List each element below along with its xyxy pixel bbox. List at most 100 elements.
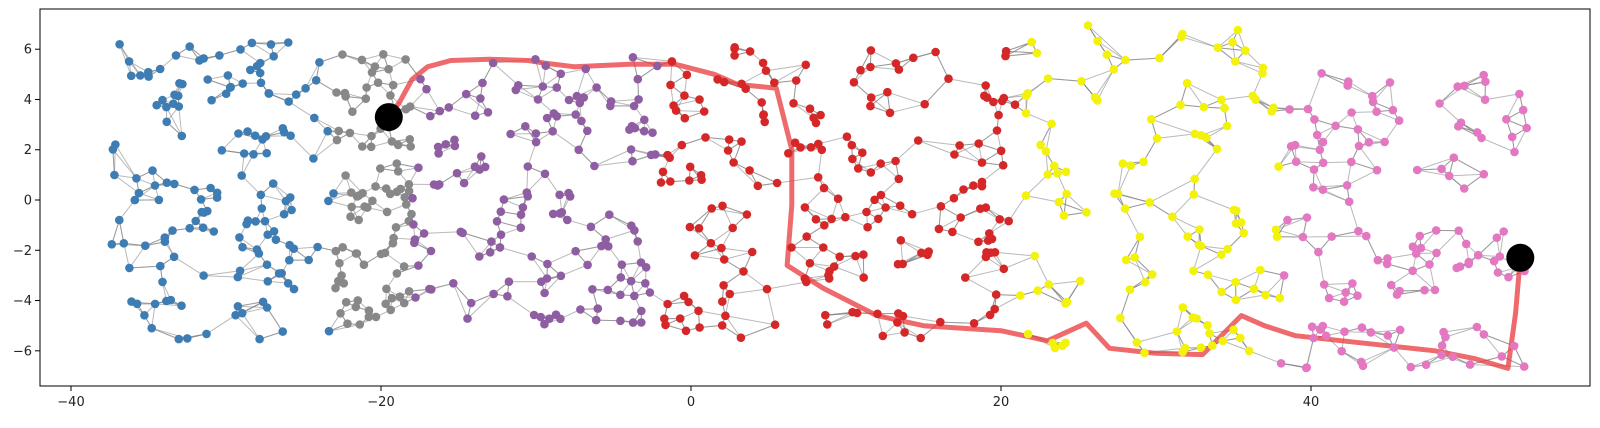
graph-node-pink	[1316, 146, 1325, 155]
graph-node-yellow	[1084, 21, 1093, 30]
graph-node-pink	[1390, 343, 1399, 352]
graph-node-yellow	[1232, 296, 1241, 305]
graph-node-red	[969, 181, 978, 190]
graph-node-purple	[460, 179, 469, 188]
graph-node-blue	[262, 149, 271, 158]
graph-node-gray	[356, 320, 365, 329]
graph-node-gray	[406, 142, 415, 151]
graph-node-red	[935, 225, 944, 234]
graph-node-blue	[195, 56, 204, 65]
graph-node-blue	[202, 330, 211, 339]
graph-node-yellow	[1219, 337, 1228, 346]
graph-node-purple	[543, 114, 552, 123]
graph-edge	[1332, 236, 1367, 237]
graph-node-pink	[1277, 359, 1286, 368]
graph-node-purple	[436, 107, 445, 116]
graph-node-red	[746, 47, 755, 56]
graph-node-pink	[1365, 138, 1374, 147]
graph-node-gray	[367, 143, 376, 152]
graph-node-pink	[1280, 271, 1289, 280]
graph-node-red	[866, 63, 875, 72]
graph-node-gray	[377, 250, 386, 259]
graph-node-red	[876, 159, 885, 168]
graph-node-red	[974, 139, 983, 148]
graph-node-purple	[605, 210, 614, 219]
graph-node-blue	[207, 96, 216, 105]
graph-node-pink	[1345, 197, 1354, 206]
graph-node-purple	[422, 85, 431, 94]
graph-node-yellow	[1208, 341, 1217, 350]
graph-node-pink	[1317, 69, 1326, 78]
graph-node-yellow	[1249, 92, 1258, 101]
graph-node-pink	[1320, 280, 1329, 289]
graph-node-blue	[136, 71, 145, 80]
graph-node-purple	[571, 247, 580, 256]
graph-node-yellow	[1189, 313, 1198, 322]
graph-node-red	[700, 107, 709, 116]
graph-node-purple	[617, 273, 626, 282]
graph-node-blue	[231, 311, 240, 320]
graph-node-blue	[178, 80, 187, 89]
graph-node-blue	[256, 69, 265, 78]
graph-node-gray	[389, 81, 398, 90]
graph-node-pink	[1465, 258, 1474, 267]
graph-node-purple	[594, 304, 603, 313]
graph-node-yellow	[1223, 122, 1232, 131]
graph-node-purple	[637, 307, 646, 316]
graph-node-red	[718, 202, 727, 211]
graph-node-blue	[190, 186, 199, 195]
graph-node-yellow	[1093, 37, 1102, 46]
graph-node-pink	[1319, 138, 1328, 147]
graph-node-purple	[411, 235, 420, 244]
graph-node-red	[1001, 52, 1010, 61]
graph-node-yellow	[1239, 229, 1248, 238]
graph-node-blue	[257, 79, 266, 88]
graph-node-blue	[141, 241, 150, 250]
graph-node-purple	[629, 53, 638, 62]
graph-node-yellow	[1148, 270, 1157, 279]
graph-node-red	[825, 267, 834, 276]
graph-node-red	[950, 194, 959, 203]
graph-node-yellow	[1220, 104, 1229, 113]
graph-node-pink	[1341, 288, 1350, 297]
graph-node-purple	[577, 117, 586, 126]
graph-node-purple	[414, 261, 423, 270]
graph-node-purple	[411, 293, 420, 302]
graph-node-blue	[218, 146, 227, 155]
graph-node-blue	[170, 252, 179, 261]
graph-node-red	[897, 236, 906, 245]
graph-node-blue	[125, 57, 134, 66]
graph-node-red	[806, 259, 815, 268]
graph-node-red	[686, 223, 695, 232]
graph-node-red	[827, 215, 836, 224]
graph-node-blue	[115, 40, 124, 49]
graph-node-gray	[335, 259, 344, 268]
graph-node-blue	[285, 241, 294, 250]
graph-node-red	[730, 51, 739, 60]
graph-node-red	[1000, 265, 1009, 274]
graph-node-red	[870, 196, 879, 205]
graph-node-red	[955, 141, 964, 150]
graph-node-yellow	[1237, 218, 1246, 227]
graph-node-pink	[1343, 181, 1352, 190]
graph-node-gray	[332, 247, 341, 256]
graph-node-purple	[463, 314, 472, 323]
graph-node-blue	[222, 89, 231, 98]
graph-node-yellow	[1183, 232, 1192, 241]
y-tick-label: 6	[24, 43, 32, 58]
graph-node-blue	[244, 216, 253, 225]
graph-node-red	[854, 164, 863, 173]
graph-node-yellow	[1044, 74, 1053, 83]
graph-node-yellow	[1139, 158, 1148, 167]
graph-node-red	[859, 250, 868, 259]
graph-node-red	[728, 224, 737, 233]
graph-node-gray	[354, 216, 363, 225]
graph-node-pink	[1325, 294, 1334, 303]
graph-node-pink	[1416, 232, 1425, 241]
graph-node-red	[1004, 217, 1013, 226]
x-tick-label: 40	[1303, 395, 1320, 410]
graph-node-red	[937, 202, 946, 211]
graph-node-red	[848, 308, 857, 317]
graph-node-purple	[420, 229, 429, 238]
graph-node-red	[657, 178, 666, 187]
